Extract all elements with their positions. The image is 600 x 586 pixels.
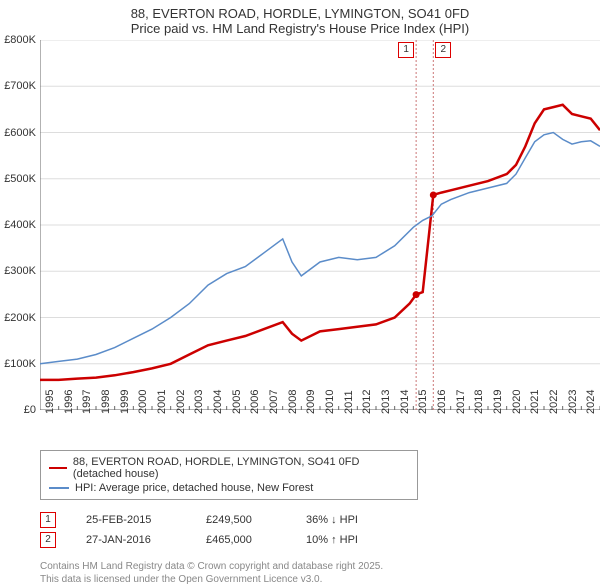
legend-box: 88, EVERTON ROAD, HORDLE, LYMINGTON, SO4… [40, 450, 418, 500]
sale-marker-2: 2 [435, 42, 451, 58]
y-axis-tick-label: £0 [24, 404, 36, 416]
sale-marker-1: 1 [398, 42, 414, 58]
sale-marker-num: 2 [40, 532, 56, 548]
x-axis-tick-label: 1995 [44, 390, 56, 414]
sale-pct-vs-hpi: 10% ↑ HPI [306, 534, 386, 546]
x-axis-tick-label: 2000 [137, 390, 149, 414]
copyright-text: Contains HM Land Registry data © Crown c… [40, 560, 600, 586]
x-axis-tick-label: 2014 [399, 390, 411, 414]
sales-table: 1 25-FEB-2015 £249,500 36% ↓ HPI 2 27-JAN-201… [40, 510, 600, 550]
x-axis-tick-label: 2021 [529, 390, 541, 414]
legend-label: HPI: Average price, detached house, New … [75, 482, 313, 494]
x-axis-tick-label: 2008 [287, 390, 299, 414]
y-axis-tick-label: £100K [4, 358, 36, 370]
sale-price: £249,500 [206, 514, 276, 526]
sale-row: 1 25-FEB-2015 £249,500 36% ↓ HPI [40, 510, 600, 530]
sale-marker-num: 1 [40, 512, 56, 528]
y-axis-tick-label: £400K [4, 219, 36, 231]
y-axis-tick-label: £600K [4, 127, 36, 139]
x-axis-tick-label: 2001 [156, 390, 168, 414]
x-axis-tick-label: 2010 [324, 390, 336, 414]
chart-plot [40, 40, 600, 410]
y-axis-tick-label: £800K [4, 34, 36, 46]
x-axis-tick-label: 2019 [492, 390, 504, 414]
x-axis-tick-label: 1998 [100, 390, 112, 414]
x-axis-tick-label: 2017 [455, 390, 467, 414]
copyright-line-1: Contains HM Land Registry data © Crown c… [40, 560, 600, 573]
x-axis-tick-label: 2009 [305, 390, 317, 414]
sale-pct-vs-hpi: 36% ↓ HPI [306, 514, 386, 526]
x-axis-tick-label: 2022 [548, 390, 560, 414]
y-axis-tick-label: £300K [4, 265, 36, 277]
x-axis-tick-label: 2006 [249, 390, 261, 414]
y-axis-tick-label: £200K [4, 312, 36, 324]
legend-swatch [49, 467, 67, 470]
x-axis-tick-label: 2007 [268, 390, 280, 414]
x-axis-tick-label: 2011 [343, 390, 355, 414]
legend-label: 88, EVERTON ROAD, HORDLE, LYMINGTON, SO4… [73, 456, 409, 480]
sale-date: 27-JAN-2016 [86, 534, 176, 546]
x-axis-tick-label: 2023 [567, 390, 579, 414]
x-axis-tick-label: 2004 [212, 390, 224, 414]
sale-price: £465,000 [206, 534, 276, 546]
chart-title-sub: Price paid vs. HM Land Registry's House … [0, 21, 600, 40]
legend-row: HPI: Average price, detached house, New … [49, 481, 409, 495]
legend-row: 88, EVERTON ROAD, HORDLE, LYMINGTON, SO4… [49, 455, 409, 481]
x-axis-tick-label: 1999 [119, 390, 131, 414]
x-axis-tick-label: 1996 [63, 390, 75, 414]
x-axis-tick-label: 2018 [473, 390, 485, 414]
x-axis-tick-label: 2012 [361, 390, 373, 414]
sale-date: 25-FEB-2015 [86, 514, 176, 526]
legend-swatch [49, 487, 69, 489]
y-axis-tick-label: £700K [4, 80, 36, 92]
chart-title-main: 88, EVERTON ROAD, HORDLE, LYMINGTON, SO4… [0, 0, 600, 21]
x-axis-tick-label: 1997 [81, 390, 93, 414]
y-axis-tick-label: £500K [4, 173, 36, 185]
x-axis-tick-label: 2013 [380, 390, 392, 414]
x-axis-tick-label: 2015 [417, 390, 429, 414]
x-axis-tick-label: 2003 [193, 390, 205, 414]
x-axis-tick-label: 2024 [585, 390, 597, 414]
sale-row: 2 27-JAN-2016 £465,000 10% ↑ HPI [40, 530, 600, 550]
x-axis-tick-label: 2005 [231, 390, 243, 414]
x-axis-tick-label: 2016 [436, 390, 448, 414]
chart-area: £0£100K£200K£300K£400K£500K£600K£700K£80… [40, 40, 600, 410]
x-axis-tick-label: 2002 [175, 390, 187, 414]
x-axis-tick-label: 2020 [511, 390, 523, 414]
copyright-line-2: This data is licensed under the Open Gov… [40, 573, 600, 586]
